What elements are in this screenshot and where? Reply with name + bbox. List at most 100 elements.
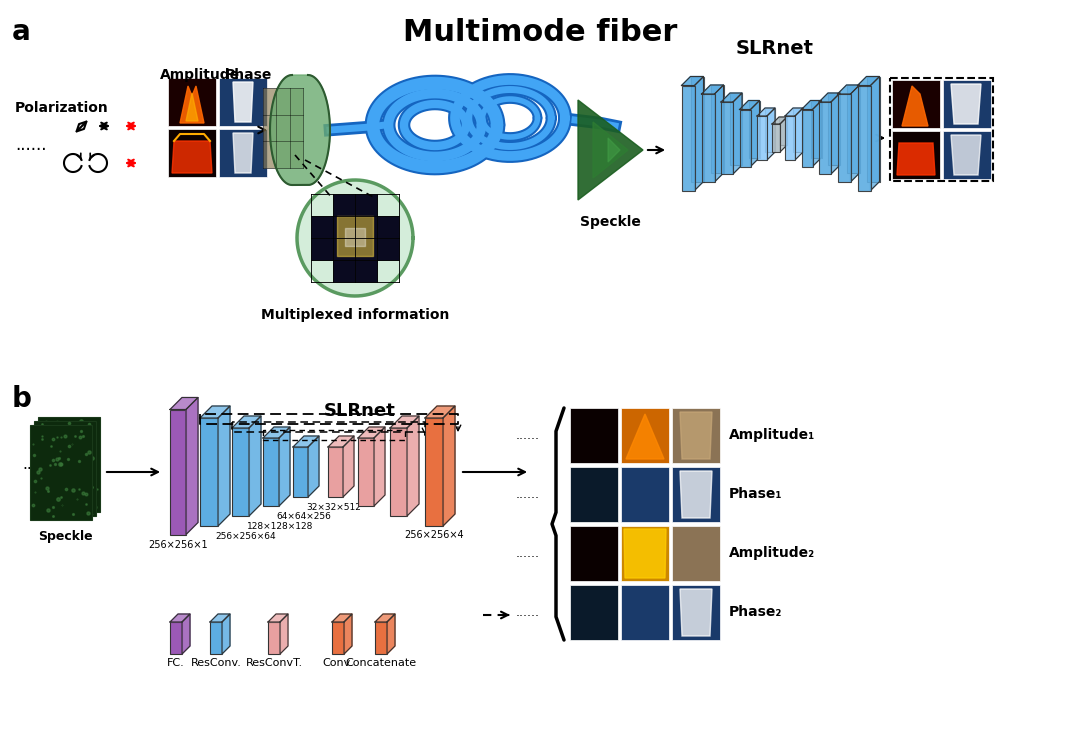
Bar bbox=[311, 216, 333, 238]
Bar bbox=[333, 260, 355, 282]
Bar bbox=[621, 408, 669, 463]
Text: Multiplexed information: Multiplexed information bbox=[260, 308, 449, 322]
Polygon shape bbox=[608, 138, 620, 162]
Polygon shape bbox=[183, 614, 190, 654]
Bar bbox=[672, 467, 720, 522]
Text: Phase: Phase bbox=[225, 68, 272, 82]
Bar bbox=[375, 622, 387, 654]
Polygon shape bbox=[721, 93, 742, 102]
Bar bbox=[672, 408, 720, 463]
FancyBboxPatch shape bbox=[785, 116, 795, 160]
Polygon shape bbox=[170, 397, 198, 409]
Polygon shape bbox=[426, 406, 455, 418]
Bar bbox=[621, 467, 669, 522]
Polygon shape bbox=[626, 414, 664, 459]
Text: ......: ...... bbox=[516, 488, 540, 501]
Polygon shape bbox=[733, 93, 742, 174]
FancyBboxPatch shape bbox=[730, 93, 742, 165]
Bar bbox=[168, 78, 216, 126]
Text: SLRnet: SLRnet bbox=[324, 402, 396, 420]
FancyBboxPatch shape bbox=[711, 85, 724, 173]
Polygon shape bbox=[343, 436, 354, 497]
Polygon shape bbox=[951, 135, 981, 175]
FancyBboxPatch shape bbox=[779, 117, 787, 145]
Bar bbox=[264, 438, 279, 506]
Text: 256×256×1: 256×256×1 bbox=[148, 540, 207, 550]
Bar bbox=[333, 194, 355, 216]
Polygon shape bbox=[308, 436, 319, 497]
Polygon shape bbox=[172, 141, 212, 173]
Bar bbox=[355, 238, 377, 260]
FancyBboxPatch shape bbox=[858, 85, 870, 190]
Text: 256×256×64: 256×256×64 bbox=[215, 532, 275, 541]
Polygon shape bbox=[186, 93, 198, 121]
Text: Multimode fiber: Multimode fiber bbox=[403, 18, 677, 47]
Bar bbox=[570, 526, 618, 581]
Bar bbox=[426, 418, 443, 526]
FancyBboxPatch shape bbox=[748, 100, 759, 158]
Bar bbox=[570, 467, 618, 522]
Polygon shape bbox=[757, 108, 775, 116]
Bar bbox=[219, 129, 267, 177]
FancyBboxPatch shape bbox=[801, 109, 812, 167]
Text: ResConvT.: ResConvT. bbox=[245, 658, 302, 668]
FancyBboxPatch shape bbox=[847, 85, 860, 173]
Polygon shape bbox=[702, 85, 724, 94]
Bar bbox=[355, 216, 377, 238]
Polygon shape bbox=[443, 406, 455, 526]
FancyBboxPatch shape bbox=[757, 116, 767, 160]
Bar bbox=[333, 216, 355, 238]
Bar bbox=[311, 238, 333, 260]
Polygon shape bbox=[374, 427, 384, 506]
Bar bbox=[890, 78, 993, 181]
Polygon shape bbox=[624, 529, 666, 578]
Polygon shape bbox=[795, 108, 804, 160]
Bar bbox=[390, 428, 407, 516]
FancyBboxPatch shape bbox=[740, 109, 751, 167]
Polygon shape bbox=[772, 117, 787, 124]
Text: Concatenate: Concatenate bbox=[346, 658, 417, 668]
Bar bbox=[219, 78, 267, 126]
Polygon shape bbox=[375, 614, 395, 622]
Polygon shape bbox=[812, 100, 822, 167]
Polygon shape bbox=[767, 108, 775, 160]
Text: Phase₁: Phase₁ bbox=[729, 488, 783, 501]
Polygon shape bbox=[837, 85, 860, 94]
Polygon shape bbox=[858, 76, 879, 85]
Polygon shape bbox=[801, 100, 822, 109]
Polygon shape bbox=[819, 93, 840, 102]
Text: ......: ...... bbox=[516, 429, 540, 442]
Polygon shape bbox=[180, 86, 204, 123]
Text: ......: ...... bbox=[15, 136, 46, 154]
Bar bbox=[168, 129, 216, 177]
Bar bbox=[621, 585, 669, 640]
Bar bbox=[672, 585, 720, 640]
Bar bbox=[232, 428, 249, 516]
Bar bbox=[355, 260, 377, 282]
Bar bbox=[30, 425, 92, 520]
Polygon shape bbox=[407, 416, 419, 516]
Text: a: a bbox=[12, 18, 30, 46]
Polygon shape bbox=[357, 427, 384, 438]
Polygon shape bbox=[390, 416, 419, 428]
Polygon shape bbox=[897, 143, 935, 175]
Text: SLRnet: SLRnet bbox=[735, 39, 814, 58]
Bar bbox=[672, 526, 720, 581]
Text: 64×64×256: 64×64×256 bbox=[276, 512, 332, 521]
Bar bbox=[892, 80, 940, 128]
Bar bbox=[943, 131, 991, 179]
Polygon shape bbox=[785, 108, 804, 116]
Polygon shape bbox=[740, 100, 759, 109]
Polygon shape bbox=[751, 100, 759, 167]
Polygon shape bbox=[264, 427, 291, 438]
Text: ......: ...... bbox=[516, 606, 540, 619]
FancyBboxPatch shape bbox=[721, 102, 733, 174]
Text: FC.: FC. bbox=[167, 658, 185, 668]
Bar bbox=[328, 447, 343, 497]
Polygon shape bbox=[200, 406, 230, 418]
Polygon shape bbox=[870, 76, 879, 190]
Text: 128×128×128: 128×128×128 bbox=[246, 522, 313, 531]
FancyBboxPatch shape bbox=[810, 100, 822, 158]
Polygon shape bbox=[578, 100, 643, 200]
Bar bbox=[264, 88, 303, 168]
